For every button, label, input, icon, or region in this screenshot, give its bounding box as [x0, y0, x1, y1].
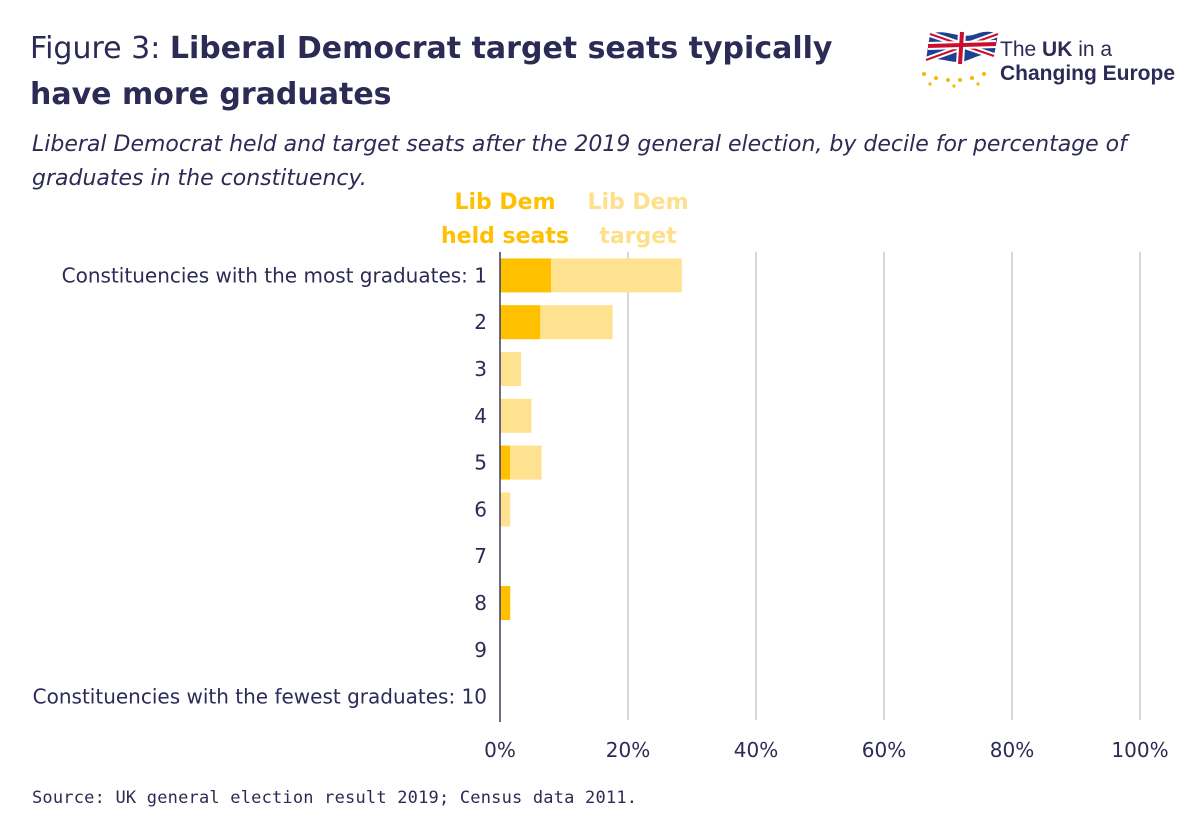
figure-number: Figure 3: [30, 31, 170, 66]
legend-held-line1: Lib Dem [454, 190, 556, 215]
source-note: Source: UK general election result 2019;… [32, 788, 638, 808]
bar-target-seats [540, 305, 613, 340]
y-category-label: 3 [474, 357, 487, 381]
bar-target-seats [510, 445, 542, 480]
x-tick-label: 80% [990, 738, 1034, 762]
bar-target-seats [551, 258, 682, 293]
title-text: Liberal Democrat target seats typically … [30, 31, 833, 112]
y-category-label: 8 [474, 591, 487, 615]
y-category-label: 6 [474, 497, 487, 521]
y-category-label: 9 [474, 638, 487, 662]
legend-held-seats: Lib Dem held seats [440, 186, 570, 254]
x-tick-label: 60% [862, 738, 906, 762]
y-category-label: Constituencies with the fewest graduates… [33, 685, 487, 709]
legend-target-line1: Lib Dem [587, 190, 689, 215]
bar-held-seats [500, 258, 552, 293]
x-tick-label: 100% [1111, 738, 1168, 762]
bar-target-seats [500, 398, 532, 433]
x-tick-label: 0% [484, 738, 516, 762]
logo-line-2: Changing Europe [1000, 62, 1175, 85]
bar-held-seats [500, 305, 541, 340]
y-category-label: 4 [474, 404, 487, 428]
legend-held-line2: held seats [440, 224, 569, 249]
logo-line-1: The UK in a [1000, 38, 1113, 61]
x-tick-label: 40% [734, 738, 778, 762]
chart-subtitle: Liberal Democrat held and target seats a… [32, 132, 1127, 191]
bar-target-seats [500, 492, 511, 527]
y-category-label: 5 [474, 451, 487, 475]
y-category-label: 7 [474, 544, 487, 568]
bar-target-seats [500, 352, 522, 386]
bar-held-seats [500, 586, 511, 620]
union-flag-eu-stars-icon [922, 31, 1000, 88]
bar-held-seats [500, 445, 511, 480]
y-category-label: Constituencies with the most graduates: … [62, 263, 487, 287]
y-category-label: 2 [474, 310, 487, 334]
x-tick-label: 20% [606, 738, 650, 762]
chart-title: Figure 3: Liberal Democrat target seats … [30, 26, 890, 118]
logo: The UK in a Changing Europe [916, 26, 1176, 96]
